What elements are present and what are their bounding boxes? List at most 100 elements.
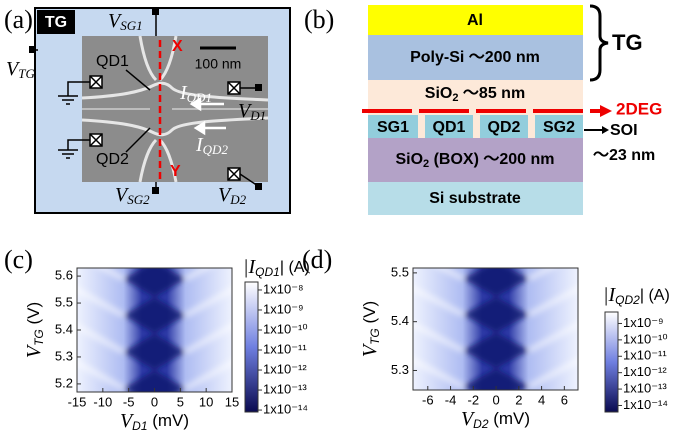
box-layer: [368, 138, 583, 182]
diamond: [124, 224, 186, 260]
soi-text: SOI: [610, 122, 638, 139]
arrow: [600, 105, 612, 117]
main: V: [461, 408, 476, 430]
diamond: [123, 370, 186, 392]
tg-text: TG: [45, 14, 67, 31]
y-tick-label: 5.4: [55, 321, 73, 336]
diamond: [123, 268, 186, 298]
stripe: [413, 285, 578, 318]
box-text: SiO2 (BOX) ～200 nm: [395, 151, 554, 170]
v-d2: VD2: [218, 184, 247, 207]
x-tick-label: 0: [151, 394, 158, 409]
sub: D2: [229, 192, 246, 207]
gate-outlines: [81, 35, 269, 183]
main: V: [120, 410, 135, 432]
tg-text: TG: [612, 30, 643, 55]
colorbar-tick-label: 1x10⁻¹²: [623, 364, 667, 379]
rest: ～85 nm: [458, 85, 525, 102]
poly-text: Poly-Si ～200 nm: [410, 49, 540, 66]
colorbar-tick-label: 1x10⁻¹⁰: [263, 321, 308, 336]
qd1-label: QD1: [96, 53, 129, 70]
panel-label: (b): [304, 5, 334, 34]
v-sg2: VSG2: [115, 184, 150, 207]
sub: TG: [18, 66, 35, 81]
x-tick-label: -4: [445, 392, 457, 407]
stripe: [77, 359, 232, 391]
sub: QD2: [615, 293, 640, 307]
diamonds: [413, 225, 578, 390]
pointer: [125, 127, 151, 153]
main: |I: [243, 256, 256, 278]
diamond: [463, 368, 530, 390]
plot-frame: [412, 267, 579, 391]
x-tick-label: -15: [68, 394, 87, 409]
stripe: [77, 286, 232, 319]
main: SiO: [395, 151, 423, 168]
y-tick-label: 5.5: [55, 294, 73, 309]
brace: [589, 4, 609, 82]
al-text: Al: [467, 12, 483, 29]
v-tg: VTG: [6, 58, 35, 81]
x-tick-label: 5: [177, 394, 184, 409]
sub: QD2: [203, 142, 229, 157]
y-axis-label: VTG (V): [23, 302, 47, 358]
thickness-text: ～23 nm: [593, 147, 655, 164]
stripe: [435, 268, 557, 282]
y-tick-label: 5.6: [55, 268, 73, 283]
sub: SG2: [127, 192, 150, 207]
colorbar-tick-label: 1x10⁻¹⁴: [263, 401, 308, 416]
sub: D1: [249, 108, 266, 123]
x-tick-label: 10: [199, 394, 213, 409]
v-sg1: VSG1: [108, 10, 143, 33]
x-marker: X: [172, 38, 183, 55]
stripe: [413, 357, 578, 390]
terminals: [30, 12, 259, 190]
colorbar-tick-label: 1x10⁻¹³: [623, 381, 667, 396]
current-arrows: [189, 96, 226, 136]
y-marker: Y: [170, 163, 181, 180]
x-tick-label: 15: [225, 394, 239, 409]
main: V: [238, 100, 253, 122]
y-tick-label: 5.3: [55, 348, 73, 363]
main: V: [359, 342, 381, 357]
y-axis-label: VTG (V): [359, 301, 383, 357]
colorbar-tick-label: 1x10⁻⁹: [263, 301, 304, 316]
rest: | (A): [640, 287, 670, 304]
arrow: [602, 126, 609, 134]
diamond: [123, 333, 186, 371]
sub: 2: [423, 158, 429, 170]
panel-label: (a): [4, 5, 33, 34]
x-tick-label: -5: [123, 394, 135, 409]
main: |I: [603, 284, 616, 306]
x-tick-label: 4: [538, 392, 545, 407]
main: I: [195, 134, 204, 156]
terminal-dots: [29, 8, 262, 194]
main: V: [218, 184, 233, 206]
colorbar-tick-label: 1x10⁻¹¹: [623, 348, 667, 363]
panel-a: (a) TG X Y 100 nm QD1 QD2 VSG1 VTG VD1 V…: [4, 5, 291, 214]
x-tick-label: 6: [561, 392, 568, 407]
colorbar: [244, 281, 259, 413]
al-layer: [368, 5, 583, 35]
diamond: [463, 296, 530, 333]
diamond: [123, 297, 186, 334]
gate-label: SG1: [377, 119, 409, 136]
sub: QD1: [255, 265, 280, 279]
gate-label: QD1: [433, 119, 466, 136]
sub: SG1: [120, 18, 142, 33]
stripe: [97, 268, 212, 282]
qd2-label: QD2: [96, 151, 129, 168]
x-tick-label: -10: [93, 394, 112, 409]
stripe: [413, 321, 578, 354]
main: V: [23, 343, 45, 358]
x-tick-label: -2: [468, 392, 480, 407]
scale-text: 100 nm: [195, 56, 242, 72]
colorbar-tick-label: 1x10⁻¹¹: [263, 341, 307, 356]
colorbar-label: |IQD1| (A): [243, 256, 310, 280]
rest: | (A): [280, 259, 310, 276]
y-tick-label: 5.2: [55, 375, 73, 390]
colorbar-tick-label: 1x10⁻¹²: [263, 361, 307, 376]
diamond: [463, 225, 529, 261]
